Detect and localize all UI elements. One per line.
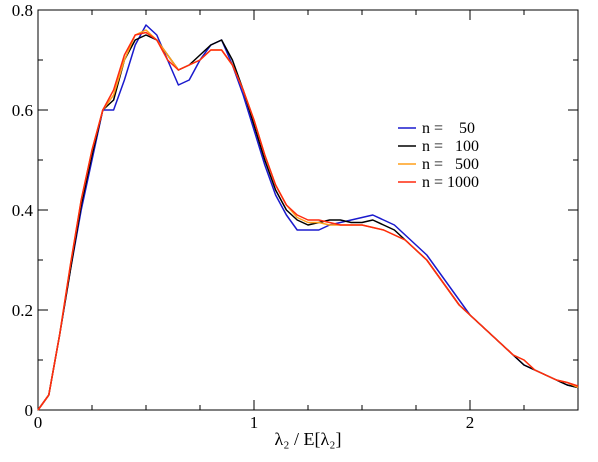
y-tick-label: 0 [25, 401, 34, 420]
x-tick-label: 2 [466, 413, 475, 432]
legend-label-4: n = 1000 [422, 174, 479, 191]
series-line-4 [37, 31, 579, 411]
x-axis-label: λ₂ / E[λ₂] [275, 429, 342, 449]
legend-label-1: n = 50 [422, 120, 475, 137]
legend-label-2: n = 100 [422, 138, 479, 155]
tick-marks [37, 9, 578, 411]
tick-labels: 0 1 2 0 0.2 0.4 0.6 0.8 [12, 1, 475, 432]
x-tick-label: 0 [34, 413, 43, 432]
x-tick-label: 1 [250, 413, 259, 432]
y-tick-label: 0.4 [12, 201, 34, 220]
legend-label-3: n = 500 [422, 156, 479, 173]
y-tick-label: 0.8 [12, 1, 33, 20]
y-tick-label: 0.6 [12, 101, 33, 120]
series-lines [37, 24, 579, 411]
y-tick-label: 0.2 [12, 301, 33, 320]
